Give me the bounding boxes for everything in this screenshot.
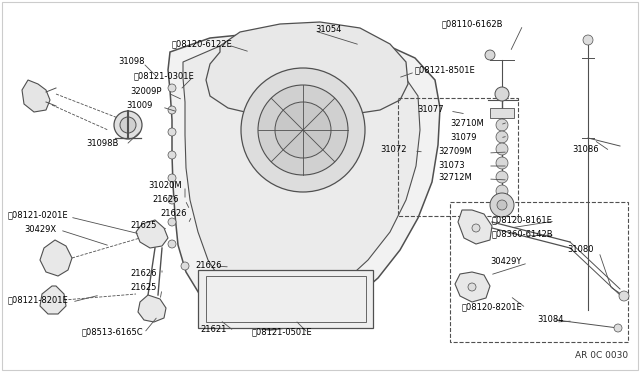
Circle shape [496,119,508,131]
Text: Ⓢ08110-6162B: Ⓢ08110-6162B [442,19,504,29]
Text: Ⓑ08120-8201E: Ⓑ08120-8201E [462,302,523,311]
Circle shape [241,68,365,192]
Text: 31079: 31079 [450,132,477,141]
Text: 21621: 21621 [200,326,227,334]
Circle shape [496,185,508,197]
Circle shape [168,174,176,182]
Text: Ⓑ08121-0201E: Ⓑ08121-0201E [8,211,68,219]
PathPatch shape [206,22,408,118]
Text: Ⓢ08360-6142B: Ⓢ08360-6142B [492,230,554,238]
Text: 32009P: 32009P [130,87,161,96]
Circle shape [485,50,495,60]
PathPatch shape [40,240,72,276]
Text: 31072: 31072 [380,145,406,154]
Text: 21626: 21626 [130,269,157,278]
Circle shape [583,35,593,45]
PathPatch shape [183,40,420,306]
Circle shape [496,171,508,183]
FancyBboxPatch shape [490,108,514,118]
Text: 31086: 31086 [572,145,598,154]
Circle shape [168,151,176,159]
Circle shape [495,87,509,101]
Text: 31098: 31098 [118,58,145,67]
Circle shape [168,240,176,248]
Text: 31009: 31009 [126,102,152,110]
PathPatch shape [40,286,66,314]
Text: 31054: 31054 [315,26,341,35]
Circle shape [168,128,176,136]
Circle shape [168,84,176,92]
Text: 31080: 31080 [567,246,593,254]
Text: 31073: 31073 [438,160,465,170]
Text: 32710M: 32710M [450,119,484,128]
Text: Ⓑ08120-8161E: Ⓑ08120-8161E [492,215,553,224]
Text: Ⓢ08513-6165C: Ⓢ08513-6165C [82,327,143,337]
Text: 30429X: 30429X [24,224,56,234]
Text: 21626: 21626 [160,209,186,218]
PathPatch shape [458,210,492,244]
FancyBboxPatch shape [198,270,373,328]
Circle shape [614,324,622,332]
Circle shape [181,262,189,270]
Circle shape [168,106,176,114]
Text: 32709M: 32709M [438,148,472,157]
Circle shape [497,200,507,210]
Circle shape [120,117,136,133]
Text: Ⓑ08121-0301E: Ⓑ08121-0301E [134,71,195,80]
Circle shape [258,85,348,175]
Text: 21625: 21625 [130,282,156,292]
Circle shape [114,111,142,139]
Circle shape [168,218,176,226]
Circle shape [472,224,480,232]
Text: Ⓑ08121-8201E: Ⓑ08121-8201E [8,295,68,305]
Text: Ⓑ08120-6122E: Ⓑ08120-6122E [172,39,233,48]
Circle shape [168,196,176,204]
Text: 21626: 21626 [195,260,221,269]
Text: 30429Y: 30429Y [490,257,522,266]
Circle shape [468,283,476,291]
Circle shape [496,143,508,155]
PathPatch shape [168,32,440,330]
Text: 21625: 21625 [130,221,156,230]
Text: 31077: 31077 [417,106,444,115]
Text: AR 0C 0030: AR 0C 0030 [575,351,628,360]
PathPatch shape [455,272,490,302]
PathPatch shape [136,220,168,248]
Circle shape [619,291,629,301]
Text: Ⓑ08121-0501E: Ⓑ08121-0501E [252,327,312,337]
Circle shape [275,102,331,158]
Text: 31098B: 31098B [86,140,118,148]
Text: 21626: 21626 [152,195,179,203]
Circle shape [496,157,508,169]
PathPatch shape [138,295,166,322]
PathPatch shape [22,80,50,112]
Text: 31084: 31084 [537,315,563,324]
Text: 31020M: 31020M [148,180,182,189]
Text: Ⓑ08121-8501E: Ⓑ08121-8501E [415,65,476,74]
Text: 32712M: 32712M [438,173,472,183]
Circle shape [496,131,508,143]
Circle shape [490,193,514,217]
